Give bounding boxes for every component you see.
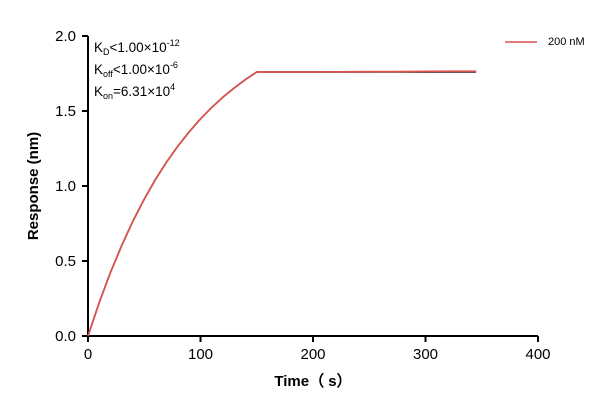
series-line-200nm [87, 70, 477, 337]
kd-annotation: KD<1.00×10-12 [94, 38, 180, 57]
y-tick-label: 2.0 [55, 28, 76, 45]
x-tick-label: 0 [84, 346, 92, 363]
y-tick-label: 0.0 [55, 328, 76, 345]
kon-annotation: Kon=6.31×104 [94, 82, 176, 101]
x-axis-label: Time（ s） [274, 372, 351, 390]
x-tick-label: 400 [525, 346, 550, 363]
fit-curve [87, 71, 477, 337]
y-tick-label: 0.5 [55, 253, 76, 270]
koff-annotation: Koff<1.00×10-6 [94, 60, 178, 79]
x-tick-label: 200 [300, 346, 325, 363]
x-tick-label: 300 [413, 346, 438, 363]
y-axis-label: Response (nm) [25, 132, 42, 240]
legend-label: 200 nM [548, 36, 585, 48]
x-tick-label: 100 [188, 346, 213, 363]
y-tick-label: 1.0 [55, 178, 76, 195]
y-tick-label: 1.5 [55, 103, 76, 120]
